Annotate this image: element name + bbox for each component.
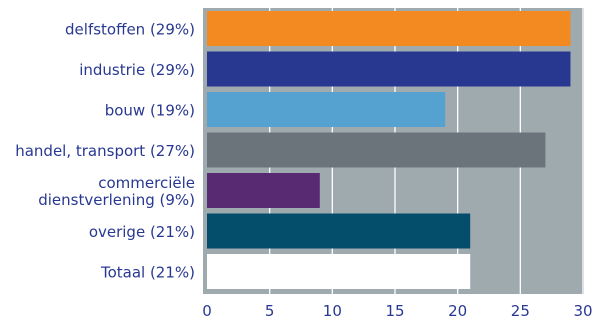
x-tick-label: 0 bbox=[202, 302, 212, 320]
x-tick-label: 10 bbox=[323, 302, 342, 320]
x-tick-label: 15 bbox=[385, 302, 404, 320]
bar bbox=[207, 11, 571, 46]
category-label: overige (21%) bbox=[89, 223, 195, 241]
category-label: commerciële dienstverlening (9%) bbox=[38, 174, 195, 209]
category-label: Totaal (21%) bbox=[100, 264, 195, 282]
category-labels: delfstoffen (29%) industrie (29%) bouw (19… bbox=[15, 21, 195, 282]
category-label: handel, transport (27%) bbox=[15, 142, 195, 160]
x-tick-label: 5 bbox=[265, 302, 275, 320]
category-label: bouw (19%) bbox=[105, 102, 195, 120]
bar bbox=[207, 213, 471, 249]
category-label: industrie (29%) bbox=[79, 61, 195, 79]
bar bbox=[207, 92, 446, 127]
bar bbox=[207, 51, 571, 87]
category-label: delfstoffen (29%) bbox=[65, 21, 195, 39]
x-tick-labels: 0 5 10 15 20 25 30 bbox=[202, 302, 592, 320]
bar bbox=[207, 132, 546, 168]
x-tick-label: 25 bbox=[511, 302, 530, 320]
bar bbox=[207, 173, 320, 208]
x-tick-label: 30 bbox=[573, 302, 592, 320]
bars bbox=[207, 11, 571, 289]
x-tick-label: 20 bbox=[448, 302, 467, 320]
bar bbox=[207, 254, 471, 289]
